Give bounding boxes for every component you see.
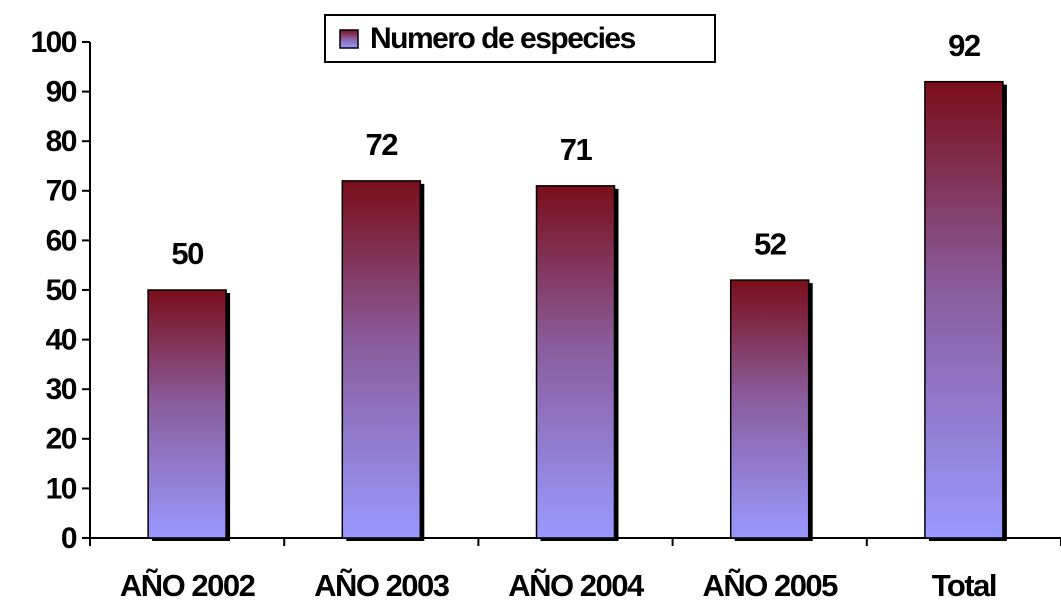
x-tick-label: Total bbox=[932, 568, 996, 603]
data-label: 72 bbox=[366, 127, 398, 162]
y-tick-label: 20 bbox=[46, 423, 77, 456]
x-tick-label: AÑO 2004 bbox=[508, 568, 645, 603]
bar bbox=[341, 180, 422, 539]
data-label: 92 bbox=[948, 28, 980, 63]
y-tick-label: 100 bbox=[30, 26, 76, 59]
y-tick-label: 70 bbox=[46, 175, 77, 208]
x-tick-label: AÑO 2005 bbox=[702, 568, 838, 603]
bar bbox=[924, 80, 1004, 539]
y-tick-label: 50 bbox=[46, 274, 77, 307]
y-tick-label: 80 bbox=[46, 125, 77, 158]
bar bbox=[147, 289, 227, 539]
bar bbox=[729, 279, 810, 539]
y-tick-label: 60 bbox=[46, 224, 77, 257]
legend-box bbox=[324, 14, 716, 63]
y-tick-label: 90 bbox=[46, 76, 77, 109]
data-label: 52 bbox=[754, 226, 786, 261]
data-label: 50 bbox=[171, 236, 203, 271]
y-tick-label: 0 bbox=[61, 522, 77, 555]
x-tick-label: AÑO 2002 bbox=[120, 568, 255, 603]
y-tick-label: 10 bbox=[46, 472, 77, 505]
data-label: 71 bbox=[560, 132, 593, 167]
legend-swatch bbox=[339, 29, 359, 49]
legend-label: Numero de especies bbox=[370, 22, 636, 55]
y-tick-label: 30 bbox=[46, 373, 77, 406]
bar bbox=[535, 185, 616, 539]
x-tick-label: AÑO 2003 bbox=[314, 568, 450, 603]
legend: Numero de especies bbox=[324, 14, 716, 63]
y-tick-label: 40 bbox=[46, 324, 77, 357]
